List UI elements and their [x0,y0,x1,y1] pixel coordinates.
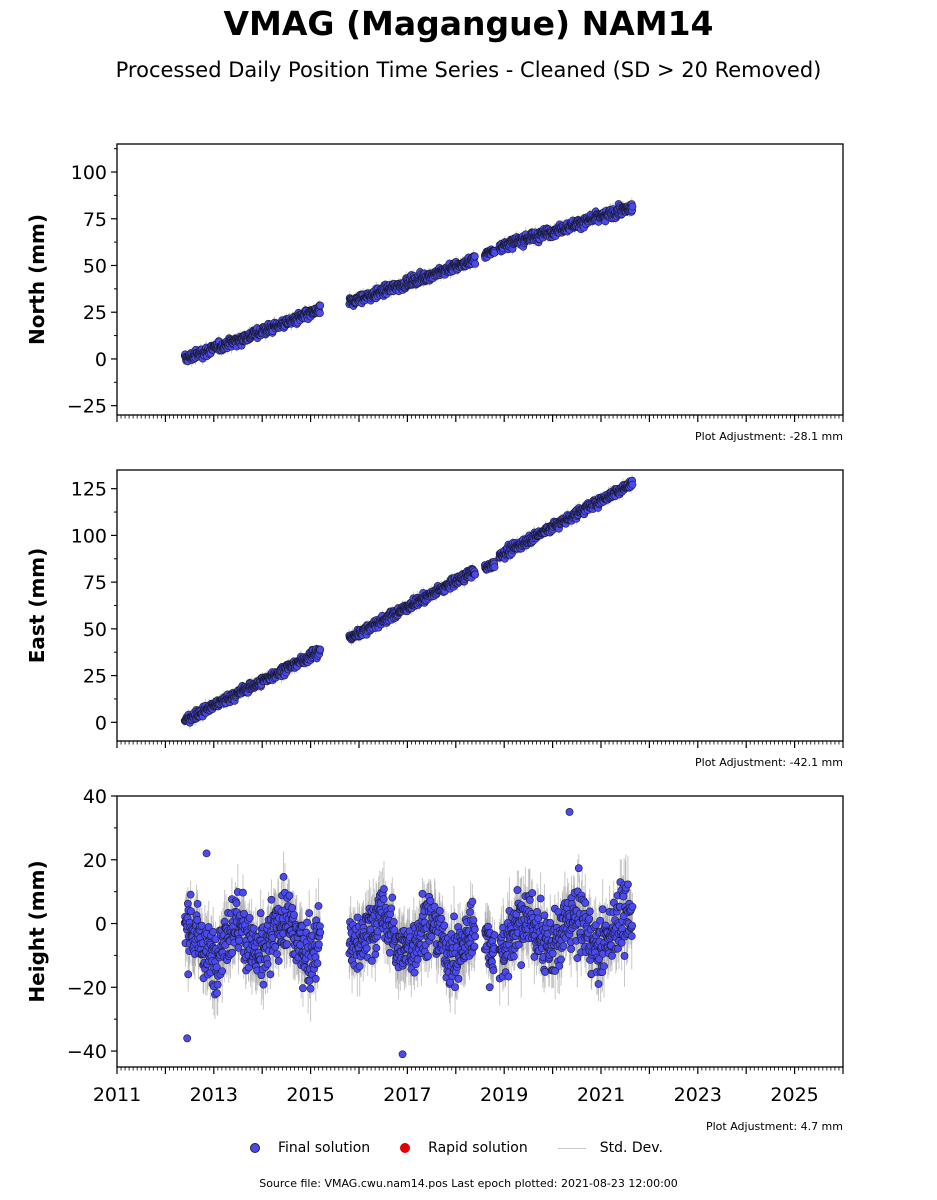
plot-adjustment-label: Plot Adjustment: -28.1 mm [695,430,843,443]
data-point [316,309,324,318]
x-axis [116,415,844,422]
y-axis: −25 0 25 50 75 100 [67,148,117,418]
data-point [471,259,480,268]
y-tick-label: −25 [67,396,107,418]
chart-title: VMAG (Magangue) NAM14 [223,4,714,43]
y-tick-label: 100 [71,162,107,184]
plot-frame [116,143,844,416]
y-tick-label: 100 [71,525,107,547]
y-tick-label: 125 [71,479,107,501]
data-point [470,252,479,261]
x-axis [116,741,844,748]
data-point [471,570,480,579]
data-point [316,645,325,654]
chart-subtitle: Processed Daily Position Time Series - C… [115,58,822,82]
y-tick-label: 50 [83,255,107,277]
y-tick-label: 0 [95,712,107,734]
data-point [490,563,499,572]
data-points [180,476,637,727]
y-axis-label: North (mm) [25,214,49,345]
data-point [316,301,325,310]
y-axis: 0 25 50 75 100 125 [71,479,117,734]
y-tick-label: 25 [83,666,107,688]
data-points [180,200,637,366]
panel-0: −25 0 25 50 75 100 North (mm) Plot Adjustment: … [25,143,844,443]
data-point [628,202,637,211]
y-tick-label: 0 [95,349,107,371]
data-point [628,480,637,489]
y-tick-label: 75 [83,209,107,231]
y-tick-label: 25 [83,302,107,324]
y-tick-label: 50 [83,619,107,641]
y-tick-label: 75 [83,572,107,594]
